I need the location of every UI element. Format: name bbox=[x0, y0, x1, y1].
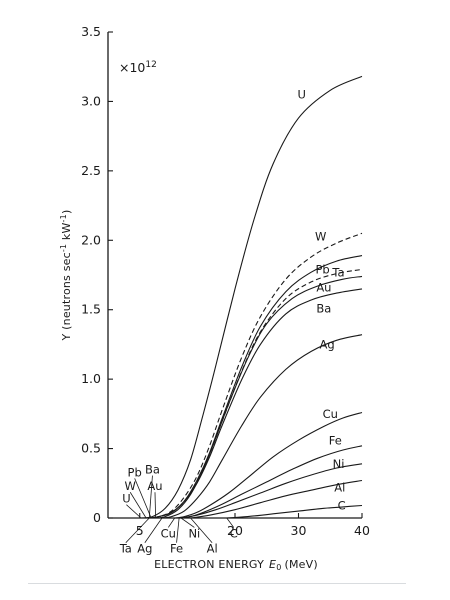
y-axis-title-end: ) bbox=[60, 210, 73, 215]
leader-line bbox=[154, 492, 157, 519]
y-tick-label: 3.5 bbox=[81, 24, 101, 39]
curve-label-pb: Pb bbox=[316, 263, 330, 277]
threshold-label-ag: Ag bbox=[137, 542, 152, 556]
curve-cu bbox=[174, 411, 363, 519]
curve-label-al: Al bbox=[334, 481, 345, 495]
curve-label-cu: Cu bbox=[323, 407, 338, 421]
curve-ba bbox=[149, 288, 363, 519]
x-tick-label: 40 bbox=[354, 523, 370, 538]
curve-label-fe: Fe bbox=[329, 433, 342, 447]
y-tick-label: 0.5 bbox=[81, 441, 101, 456]
leader-line bbox=[125, 517, 150, 543]
x-tick-label: 30 bbox=[291, 523, 307, 538]
leader-line bbox=[167, 517, 176, 528]
curve-u bbox=[140, 75, 363, 519]
leader-line bbox=[176, 517, 180, 543]
curve-label-ni: Ni bbox=[333, 457, 345, 471]
curve-label-w: W bbox=[315, 229, 326, 243]
y-tick-label: 2.0 bbox=[81, 232, 101, 247]
leader-line bbox=[129, 492, 147, 519]
y-tick-label: 2.5 bbox=[81, 163, 101, 178]
threshold-label-c: C bbox=[230, 526, 238, 540]
multiplier-label: ×1012 bbox=[119, 60, 157, 75]
curve-label-ba: Ba bbox=[316, 301, 331, 315]
y-tick-label: 0 bbox=[93, 510, 101, 525]
leader-line bbox=[190, 517, 213, 543]
x-axis-symbol: E bbox=[269, 558, 276, 571]
x-tick-label: 20 bbox=[227, 523, 243, 538]
x-ticks: 5 20 30 40 bbox=[136, 513, 370, 538]
leader-line bbox=[180, 517, 195, 528]
threshold-label-ta: Ta bbox=[119, 542, 132, 556]
curves bbox=[140, 75, 363, 519]
threshold-label-ni: Ni bbox=[188, 526, 200, 540]
leader-line bbox=[134, 478, 152, 519]
x-axis-title-text: ELECTRON ENERGY bbox=[154, 558, 264, 571]
curve-al bbox=[190, 479, 363, 519]
curve-ag bbox=[161, 334, 363, 519]
y-axis-sup2: -1 bbox=[59, 214, 68, 222]
threshold-label-u: U bbox=[122, 492, 130, 506]
threshold-label-ba: Ba bbox=[145, 463, 160, 477]
leader-line bbox=[144, 517, 163, 543]
footer-divider bbox=[28, 583, 406, 584]
y-axis-title: Y (neutrons sec-1 kW-1) bbox=[59, 210, 73, 342]
y-ticks: 0 0.5 1.0 1.5 2.0 2.5 3.0 3.5 bbox=[81, 24, 113, 525]
y-axis-sup1: -1 bbox=[59, 244, 68, 252]
y-axis-title-mid: kW bbox=[60, 222, 73, 243]
y-axis-title-text: Y (neutrons sec bbox=[60, 252, 73, 341]
leader-line bbox=[226, 517, 235, 528]
y-tick-label: 1.5 bbox=[81, 302, 101, 317]
threshold-label-fe: Fe bbox=[170, 542, 183, 556]
curve-label-c: C bbox=[338, 499, 346, 513]
threshold-label-au: Au bbox=[147, 479, 162, 493]
leader-line bbox=[148, 475, 153, 519]
threshold-label-cu: Cu bbox=[161, 526, 176, 540]
y-tick-label: 3.0 bbox=[81, 93, 101, 108]
curve-label-ag: Ag bbox=[319, 338, 334, 352]
threshold-label-w: W bbox=[125, 479, 136, 493]
multiplier-exponent: 12 bbox=[145, 60, 156, 70]
curve-label-ta: Ta bbox=[331, 265, 344, 279]
curve-au bbox=[155, 275, 363, 519]
curve-ni bbox=[180, 463, 363, 519]
threshold-label-al: Al bbox=[207, 542, 218, 556]
leader-line bbox=[126, 504, 142, 519]
x-tick-label: 5 bbox=[136, 523, 144, 538]
threshold-label-pb: Pb bbox=[128, 465, 142, 479]
y-tick-label: 1.0 bbox=[81, 371, 101, 386]
x-axis-title: ELECTRON ENERGY E0 (MeV) bbox=[154, 558, 318, 572]
curve-label-au: Au bbox=[316, 281, 331, 295]
x-axis-symbol-sub: 0 bbox=[276, 563, 281, 572]
curve-w bbox=[146, 232, 363, 519]
curve-label-u: U bbox=[297, 88, 305, 102]
curve-c bbox=[226, 504, 363, 519]
x-axis-unit: (MeV) bbox=[285, 558, 318, 571]
